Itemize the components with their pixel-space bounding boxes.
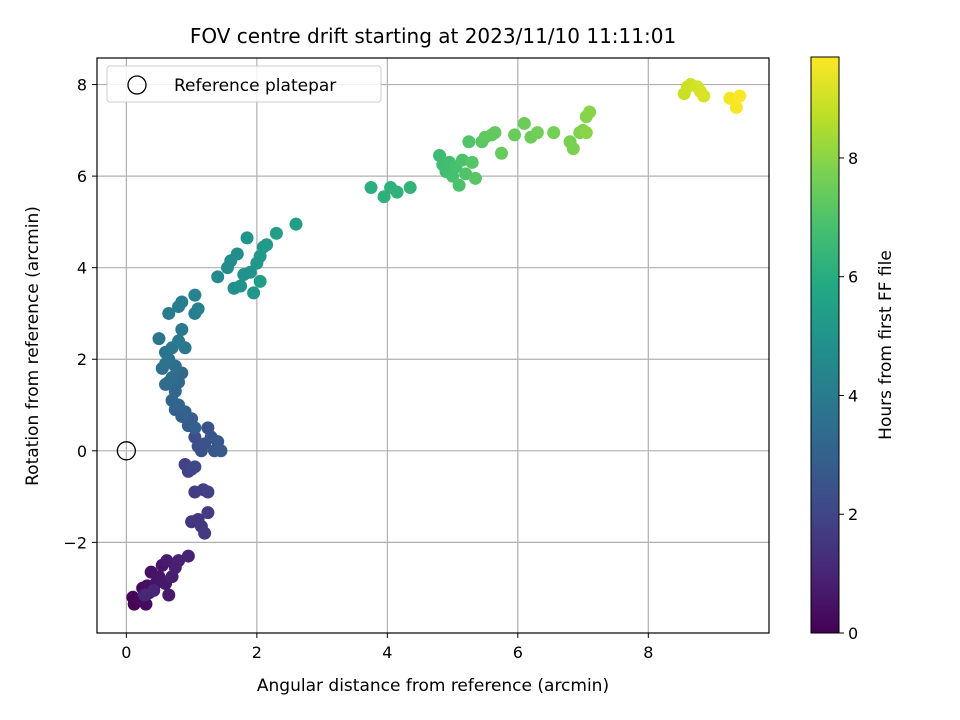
data-point xyxy=(234,279,248,293)
data-point xyxy=(172,554,186,568)
grid xyxy=(97,58,769,633)
x-axis-ticks: 0 2 4 6 8 xyxy=(121,633,653,662)
data-point xyxy=(188,288,202,302)
data-point xyxy=(289,217,303,231)
data-point xyxy=(181,549,195,563)
plot-frame xyxy=(96,57,770,634)
y-tick-label: 4 xyxy=(77,259,87,278)
colorbar-tick-label: 6 xyxy=(848,268,858,287)
data-point xyxy=(455,153,469,167)
y-tick-label: 2 xyxy=(77,350,87,369)
colorbar-tick-label: 0 xyxy=(848,624,858,643)
data-point xyxy=(260,238,274,252)
data-point xyxy=(214,444,228,458)
data-point xyxy=(566,142,580,156)
data-point xyxy=(452,178,466,192)
colorbar: 0 2 4 6 8 Hours from first FF file xyxy=(810,56,896,643)
data-point xyxy=(162,588,176,602)
data-point xyxy=(547,126,561,140)
x-tick-label: 4 xyxy=(382,643,392,662)
data-point xyxy=(138,588,152,602)
x-axis-label: Angular distance from reference (arcmin) xyxy=(257,676,609,696)
chart-title: FOV centre drift starting at 2023/11/10 … xyxy=(190,24,676,48)
colorbar-label: Hours from first FF file xyxy=(876,250,896,440)
y-tick-label: 6 xyxy=(77,167,87,186)
legend-label-reference: Reference platepar xyxy=(174,76,336,96)
legend-box xyxy=(106,65,382,103)
y-tick-label: −2 xyxy=(63,533,87,552)
data-point xyxy=(488,126,502,140)
reference-platepar-point xyxy=(116,441,137,461)
colorbar-tick-label: 8 xyxy=(848,149,858,168)
data-point xyxy=(390,185,404,199)
data-point xyxy=(243,265,257,279)
data-point xyxy=(465,155,479,169)
data-point xyxy=(723,91,737,105)
legend-marker-reference xyxy=(127,75,147,95)
legend: Reference platepar xyxy=(106,65,382,103)
data-point xyxy=(733,89,747,103)
data-point xyxy=(175,295,189,309)
data-point xyxy=(175,322,189,336)
data-point xyxy=(247,286,261,300)
data-point xyxy=(155,361,169,375)
data-point xyxy=(172,334,186,348)
colorbar-gradient xyxy=(810,56,840,634)
data-point xyxy=(240,231,254,245)
data-point xyxy=(729,100,743,114)
data-point xyxy=(191,302,205,316)
data-point xyxy=(530,126,544,140)
data-point xyxy=(468,171,482,185)
data-point xyxy=(364,181,378,195)
data-point xyxy=(188,421,202,435)
data-point xyxy=(583,105,597,119)
data-point xyxy=(508,128,522,142)
data-point xyxy=(579,126,593,140)
colorbar-ticks: 0 2 4 6 8 xyxy=(839,149,858,643)
data-point xyxy=(201,506,215,520)
data-point xyxy=(377,190,391,204)
y-tick-label: 0 xyxy=(77,442,87,461)
data-points xyxy=(126,78,747,611)
data-point xyxy=(495,146,509,160)
x-tick-label: 2 xyxy=(252,643,262,662)
data-point xyxy=(403,181,417,195)
y-axis-ticks: −2 0 2 4 6 8 xyxy=(63,76,97,552)
data-point xyxy=(459,167,473,181)
data-point xyxy=(697,89,711,103)
data-point xyxy=(152,332,166,346)
data-point xyxy=(188,460,202,474)
data-point xyxy=(517,116,531,130)
data-point xyxy=(198,526,212,540)
data-point xyxy=(165,371,179,385)
y-axis-label: Rotation from reference (arcmin) xyxy=(23,206,43,486)
data-point xyxy=(269,226,283,240)
x-tick-label: 6 xyxy=(513,643,523,662)
colorbar-tick-label: 4 xyxy=(848,386,858,405)
data-point xyxy=(253,274,267,288)
colorbar-tick-label: 2 xyxy=(848,505,858,524)
x-tick-label: 8 xyxy=(643,643,653,662)
x-tick-label: 0 xyxy=(121,643,131,662)
y-tick-label: 8 xyxy=(77,76,87,95)
data-point xyxy=(230,247,244,261)
data-point xyxy=(462,135,476,149)
data-point xyxy=(201,485,215,499)
data-point xyxy=(211,270,225,284)
data-point xyxy=(162,306,176,320)
